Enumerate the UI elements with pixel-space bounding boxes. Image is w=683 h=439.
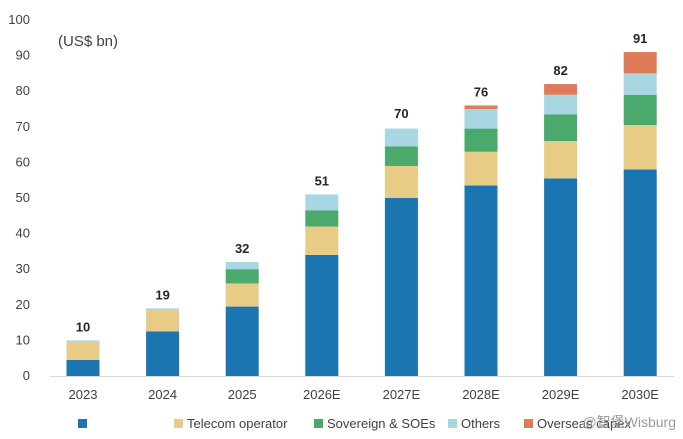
bar-segment	[623, 52, 657, 74]
x-tick-label: 2029E	[542, 387, 580, 402]
bar-segment	[146, 310, 180, 332]
bar-segment	[146, 331, 180, 376]
bar-segment	[464, 128, 498, 152]
bar-segment	[225, 283, 259, 307]
bar-segment	[623, 169, 657, 376]
total-labels: 10 19 32 51 70 76 82 91	[76, 31, 648, 334]
total-label: 19	[155, 287, 169, 302]
y-tick-label: 30	[16, 261, 30, 276]
bar-segment	[623, 94, 657, 126]
y-tick-label: 90	[16, 48, 30, 63]
total-label: 51	[315, 173, 329, 188]
bar-segment	[305, 210, 339, 227]
bar-segment	[464, 151, 498, 186]
legend-label: Others	[461, 416, 501, 431]
x-tick-label: 2023	[69, 387, 98, 402]
bar-segment	[305, 254, 339, 376]
y-tick-label: 20	[16, 297, 30, 312]
bar-segment	[225, 306, 259, 376]
y-tick-label: 100	[8, 12, 30, 27]
bar-segment	[305, 194, 339, 211]
bar-segment	[225, 269, 259, 284]
watermark-text: @智堡Wisburg	[582, 414, 676, 430]
x-tick-label: 2028E	[462, 387, 500, 402]
legend-swatch	[174, 419, 183, 428]
total-label: 70	[394, 106, 408, 121]
y-tick-label: 80	[16, 83, 30, 98]
bar-segment	[66, 340, 100, 343]
legend-label: Sovereign & SOEs	[327, 416, 436, 431]
y-axis: 0 10 20 30 40 50 60 70 80 90 100	[8, 12, 30, 383]
unit-label: (US$ bn)	[58, 33, 118, 50]
x-tick-label: 2026E	[303, 387, 341, 402]
bar-segment	[623, 73, 657, 95]
legend-swatch	[448, 419, 457, 428]
legend-swatch	[78, 419, 87, 428]
x-tick-label: 2024	[148, 387, 177, 402]
y-tick-label: 70	[16, 119, 30, 134]
bar-segment	[384, 146, 418, 166]
y-tick-label: 0	[23, 368, 30, 383]
bars	[66, 52, 657, 376]
bar-segment	[623, 125, 657, 170]
legend-swatch	[314, 419, 323, 428]
total-label: 32	[235, 241, 249, 256]
bar-segment	[384, 198, 418, 376]
bar-segment	[544, 94, 578, 115]
bar-segment	[544, 178, 578, 376]
x-axis: 2023 2024 2025 2026E 2027E 2028E 2029E 2030E	[69, 387, 660, 402]
x-tick-label: 2025	[228, 387, 257, 402]
bar-segment	[66, 359, 100, 376]
legend-label: Telecom operator	[187, 416, 288, 431]
total-label: 82	[553, 63, 567, 78]
bar-segment	[464, 109, 498, 129]
bar-segment	[146, 308, 180, 311]
bar-segment	[544, 141, 578, 179]
legend-swatch	[524, 419, 533, 428]
total-label: 91	[633, 31, 647, 46]
bar-segment	[384, 165, 418, 198]
bar-segment	[544, 84, 578, 95]
bar-segment	[225, 262, 259, 270]
bar-segment	[464, 105, 498, 109]
total-label: 10	[76, 319, 90, 334]
bar-segment	[66, 342, 100, 360]
bar-segment	[464, 185, 498, 376]
y-tick-label: 50	[16, 190, 30, 205]
bar-segment	[384, 128, 418, 147]
bar-segment	[544, 114, 578, 142]
y-tick-label: 40	[16, 226, 30, 241]
y-tick-label: 60	[16, 154, 30, 169]
y-tick-label: 10	[16, 332, 30, 347]
bar-segment	[305, 226, 339, 255]
legend-label: Overseas capex	[537, 416, 631, 431]
legend: Telecom operator Sovereign & SOEs Others Ov…	[78, 416, 631, 431]
total-label: 76	[474, 84, 488, 99]
x-tick-label: 2030E	[621, 387, 659, 402]
x-tick-label: 2027E	[383, 387, 421, 402]
